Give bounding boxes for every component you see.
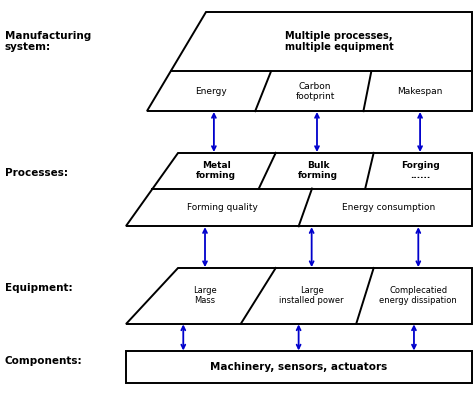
Polygon shape [147,12,472,111]
Text: Energy: Energy [195,87,227,96]
Text: Manufacturing
system:: Manufacturing system: [5,31,91,52]
Text: Makespan: Makespan [397,87,442,96]
Polygon shape [126,268,472,324]
Text: Large
installed power: Large installed power [279,286,344,305]
Text: Large
Mass: Large Mass [193,286,217,305]
Text: Forming quality: Forming quality [187,203,257,212]
Text: Carbon
footprint: Carbon footprint [295,82,335,101]
Text: Equipment:: Equipment: [5,283,73,293]
Text: Energy consumption: Energy consumption [342,203,435,212]
Polygon shape [126,153,472,226]
Text: Bulk
forming: Bulk forming [298,161,338,180]
Bar [126,351,472,383]
Text: Components:: Components: [5,356,82,366]
Text: Multiple processes,
multiple equipment: Multiple processes, multiple equipment [284,31,393,52]
Text: Processes:: Processes: [5,168,68,178]
Text: Machinery, sensors, actuators: Machinery, sensors, actuators [210,362,387,372]
Text: Metal
forming: Metal forming [196,161,236,180]
Text: Complecatied
energy dissipation: Complecatied energy dissipation [379,286,457,305]
Text: Forging
......: Forging ...... [401,161,440,180]
